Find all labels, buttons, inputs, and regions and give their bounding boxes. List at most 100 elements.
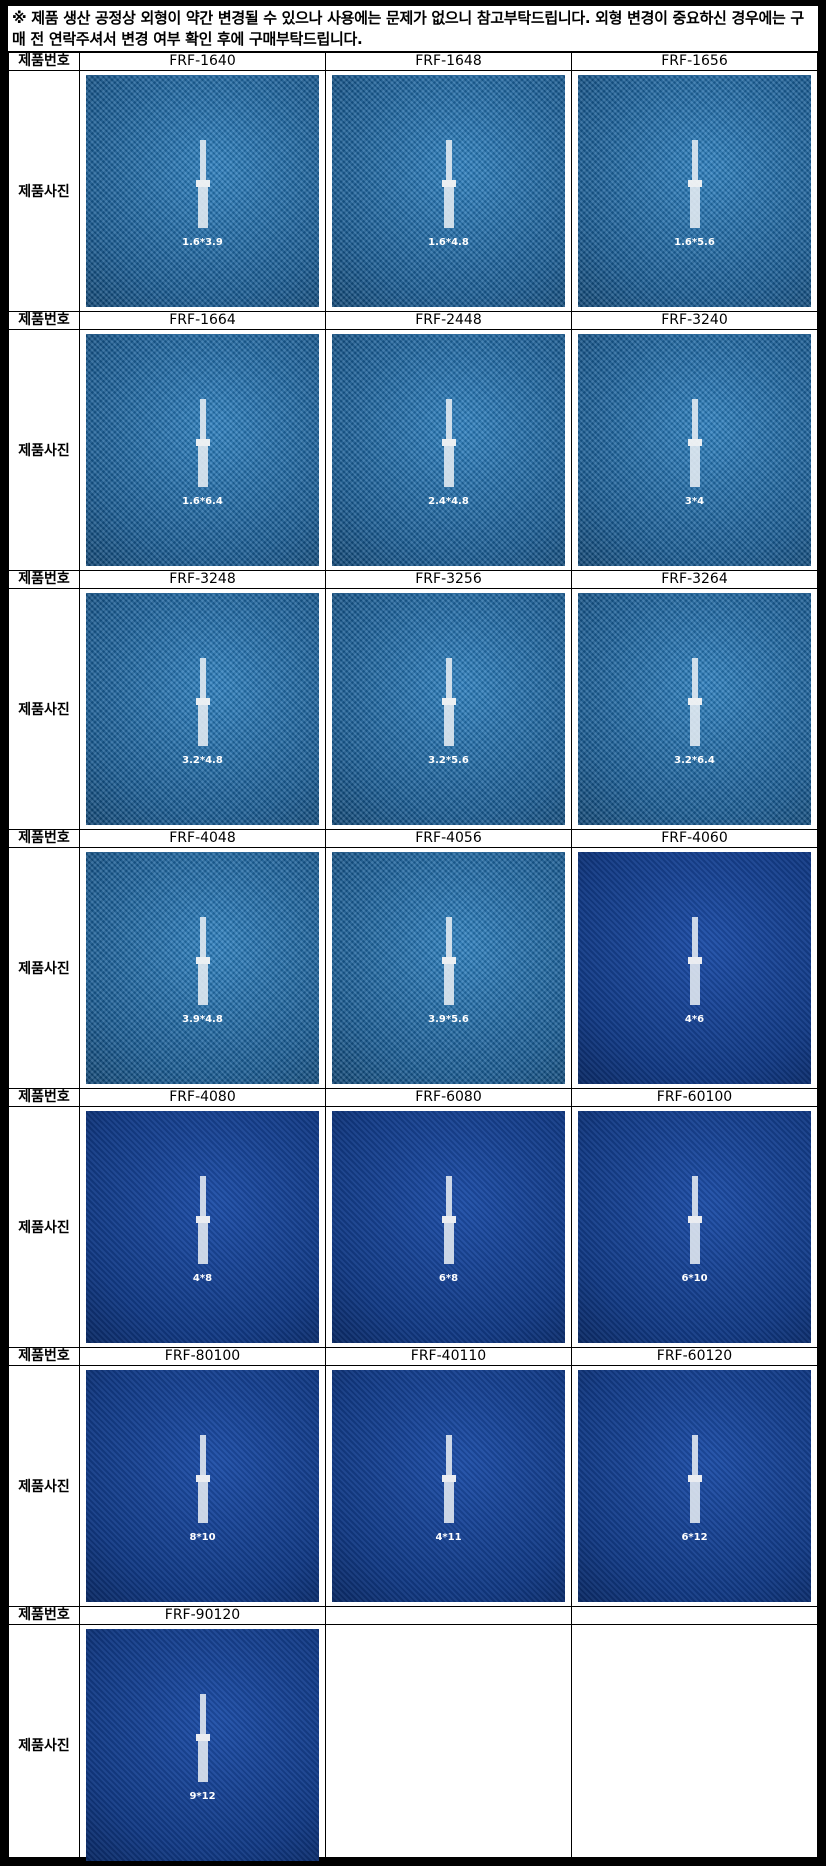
product-code: FRF-2448 xyxy=(325,311,572,330)
product-code: FRF-6080 xyxy=(325,1088,572,1107)
product-code: FRF-60120 xyxy=(571,1347,818,1366)
fitting-part xyxy=(445,1175,452,1216)
fitting-image xyxy=(687,916,702,1006)
product-photo-label: 제품사진 xyxy=(8,70,80,312)
product-photo[interactable]: 1.6*5.6 xyxy=(578,75,811,307)
fitting-image xyxy=(441,139,456,229)
product-photo-cell: 3.2*4.8 xyxy=(79,588,326,830)
fitting-part xyxy=(197,1222,208,1265)
photo-caption: 4*6 xyxy=(684,1014,705,1026)
photo-caption: 1.6*6.4 xyxy=(182,496,223,508)
photo-caption: 1.6*4.8 xyxy=(428,237,469,249)
product-photo-cell: 6*12 xyxy=(571,1365,818,1607)
product-photo[interactable]: 1.6*6.4 xyxy=(86,334,319,566)
fitting-part xyxy=(199,1693,206,1734)
fitting-part xyxy=(689,963,700,1006)
photo-caption: 1.6*3.9 xyxy=(182,237,223,249)
product-code: FRF-1648 xyxy=(325,52,572,71)
product-code xyxy=(325,1606,572,1625)
product-number-label: 제품번호 xyxy=(8,1347,80,1366)
fitting-part xyxy=(689,1222,700,1265)
product-photo-row: 제품사진 8*10 4*11 6*12 xyxy=(8,1365,818,1607)
fitting-part xyxy=(197,445,208,488)
photo-caption: 2.4*4.8 xyxy=(428,496,469,508)
fitting-image xyxy=(441,1175,456,1265)
product-photo[interactable]: 3.2*4.8 xyxy=(86,593,319,825)
product-code xyxy=(571,1606,818,1625)
fitting-part xyxy=(687,1474,702,1482)
fitting-part xyxy=(199,139,206,180)
product-photo[interactable]: 2.4*4.8 xyxy=(332,334,565,566)
fitting-part xyxy=(691,1434,698,1475)
product-code: FRF-1656 xyxy=(571,52,818,71)
photo-caption: 9*12 xyxy=(189,1791,216,1803)
fitting-part xyxy=(689,704,700,747)
fitting-part xyxy=(445,139,452,180)
photo-caption: 3.2*6.4 xyxy=(674,755,715,767)
product-number-label: 제품번호 xyxy=(8,1606,80,1625)
fitting-image xyxy=(195,1693,210,1783)
product-photo-cell: 1.6*3.9 xyxy=(79,70,326,312)
product-photo-row: 제품사진 4*8 6*8 6*10 xyxy=(8,1106,818,1348)
product-photo[interactable]: 3.9*5.6 xyxy=(332,852,565,1084)
product-code: FRF-1664 xyxy=(79,311,326,330)
product-photo-cell: 6*8 xyxy=(325,1106,572,1348)
fitting-image xyxy=(687,1434,702,1524)
product-photo[interactable]: 6*10 xyxy=(578,1111,811,1343)
product-number-row: 제품번호 FRF-4080 FRF-6080 FRF-60100 xyxy=(8,1088,818,1107)
product-photo[interactable]: 6*12 xyxy=(578,1370,811,1602)
product-photo[interactable]: 3*4 xyxy=(578,334,811,566)
product-photo-label: 제품사진 xyxy=(8,847,80,1089)
product-number-row: 제품번호 FRF-80100 FRF-40110 FRF-60120 xyxy=(8,1347,818,1366)
fitting-part xyxy=(195,956,210,964)
product-photo[interactable]: 3.9*4.8 xyxy=(86,852,319,1084)
fitting-part xyxy=(687,179,702,187)
fitting-part xyxy=(691,139,698,180)
fitting-part xyxy=(195,179,210,187)
product-photo[interactable]: 4*11 xyxy=(332,1370,565,1602)
fitting-part xyxy=(197,1740,208,1783)
photo-caption: 8*10 xyxy=(189,1532,216,1544)
product-photo[interactable]: 1.6*3.9 xyxy=(86,75,319,307)
photo-caption: 3.9*5.6 xyxy=(428,1014,469,1026)
product-photo-label: 제품사진 xyxy=(8,1624,80,1866)
photo-caption: 6*12 xyxy=(681,1532,708,1544)
product-code: FRF-90120 xyxy=(79,1606,326,1625)
fitting-part xyxy=(199,657,206,698)
fitting-part xyxy=(443,704,454,747)
product-photo[interactable]: 3.2*5.6 xyxy=(332,593,565,825)
fitting-part xyxy=(691,657,698,698)
product-photo[interactable]: 8*10 xyxy=(86,1370,319,1602)
product-photo-row: 제품사진 3.2*4.8 3.2*5.6 3.2*6.4 xyxy=(8,588,818,830)
fitting-part xyxy=(687,697,702,705)
product-number-row: 제품번호 FRF-90120 xyxy=(8,1606,818,1625)
product-number-label: 제품번호 xyxy=(8,829,80,848)
product-number-row: 제품번호 FRF-1664 FRF-2448 FRF-3240 xyxy=(8,311,818,330)
product-photo-cell: 3.2*5.6 xyxy=(325,588,572,830)
fitting-part xyxy=(445,398,452,439)
fitting-part xyxy=(199,398,206,439)
fitting-part xyxy=(689,186,700,229)
product-table: 제품번호 FRF-1640 FRF-1648 FRF-1656 제품사진 1.6*3.9 1… xyxy=(8,52,818,1866)
product-photo[interactable]: 4*8 xyxy=(86,1111,319,1343)
product-code: FRF-4080 xyxy=(79,1088,326,1107)
fitting-part xyxy=(199,1175,206,1216)
product-photo[interactable]: 9*12 xyxy=(86,1629,319,1861)
fitting-part xyxy=(441,1215,456,1223)
fitting-part xyxy=(443,1481,454,1524)
notice-text: ※ 제품 생산 공정상 외형이 약간 변경될 수 있으나 사용에는 문제가 없으… xyxy=(8,6,818,52)
photo-caption: 3.9*4.8 xyxy=(182,1014,223,1026)
fitting-part xyxy=(691,398,698,439)
fitting-part xyxy=(689,445,700,488)
product-code: FRF-4056 xyxy=(325,829,572,848)
product-photo[interactable]: 1.6*4.8 xyxy=(332,75,565,307)
product-photo[interactable]: 3.2*6.4 xyxy=(578,593,811,825)
product-photo-label: 제품사진 xyxy=(8,329,80,571)
fitting-part xyxy=(195,1215,210,1223)
product-photo[interactable]: 6*8 xyxy=(332,1111,565,1343)
product-photo-label: 제품사진 xyxy=(8,1106,80,1348)
photo-caption: 6*8 xyxy=(438,1273,459,1285)
product-photo-row: 제품사진 9*12 xyxy=(8,1624,818,1866)
product-photo[interactable]: 4*6 xyxy=(578,852,811,1084)
fitting-part xyxy=(199,916,206,957)
